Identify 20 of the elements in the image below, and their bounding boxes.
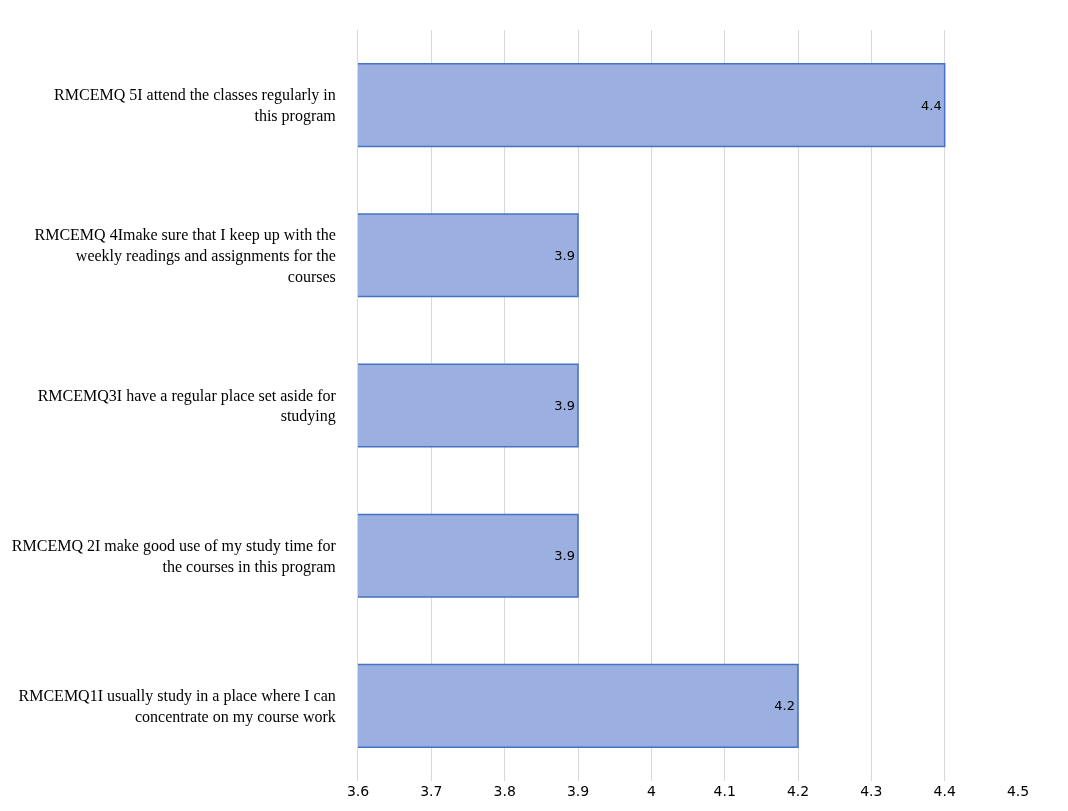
y-tick-label: RMCEMQ3I have a regular place set aside for studying [37, 386, 337, 426]
x-tick-label: 3.6 [346, 783, 370, 799]
x-tick-label: 4.1 [713, 783, 736, 799]
x-tick-label: 3.7 [420, 783, 443, 799]
x-tick-label: 4.3 [860, 783, 883, 799]
x-tick-label: 3.8 [493, 783, 516, 799]
y-tick-label: RMCEMQ1I usually study in a place where I can concentrate on my course work [18, 687, 336, 726]
data-label: 3.9 [554, 548, 575, 564]
x-tick-label: 3.9 [566, 783, 590, 799]
x-tick-label: 4 [646, 783, 656, 799]
data-label: 3.9 [554, 398, 575, 413]
x-tick-label: 4.2 [786, 783, 810, 799]
y-tick-label: RMCEMQ 2I make good use of my study time for the courses in this program [11, 536, 337, 576]
x-tick-label: 4.4 [933, 783, 956, 799]
y-tick-label: RMCEMQ 4Imake sure that I keep up with the weekly readings and assignments for the courses [34, 226, 336, 285]
data-label: 4.4 [920, 97, 942, 113]
x-tick-label: 4.5 [1006, 783, 1030, 799]
data-label: 3.9 [554, 247, 575, 263]
data-label: 4.2 [774, 698, 795, 714]
y-tick-label: RMCEMQ 5I attend the classes regularly in this program [54, 86, 337, 126]
